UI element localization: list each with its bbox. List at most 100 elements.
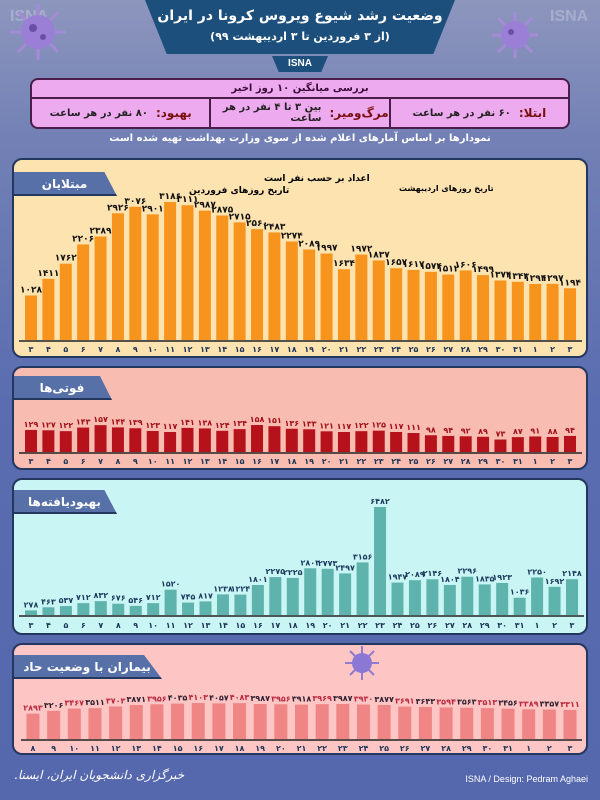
bar	[25, 429, 37, 452]
value-label: ۱۲۲	[58, 421, 73, 430]
value-label: ۳۹۸۷	[333, 694, 353, 703]
bar	[426, 579, 439, 615]
value-label: ۲۰۸۹	[298, 240, 320, 250]
x-tick-label: ۳۰	[497, 621, 507, 630]
x-tick-label: ۲۶	[428, 621, 438, 630]
bar	[164, 202, 177, 340]
bar	[181, 205, 194, 340]
value-label: ۳۳۵۷	[540, 700, 560, 709]
value-label: ۳۵۱۳	[478, 698, 498, 707]
bar	[304, 568, 317, 615]
x-tick-label: ۲	[550, 345, 555, 354]
value-label: ۱۴۱۱	[37, 269, 59, 279]
bar	[443, 584, 456, 615]
value-label: ۳۶۹۱	[395, 697, 415, 706]
bar	[147, 603, 160, 615]
bar	[390, 268, 403, 340]
bar	[42, 607, 55, 615]
x-tick-label: ۲۵	[379, 744, 389, 753]
bar	[339, 573, 352, 615]
bar	[111, 427, 124, 452]
value-label: ۲۴۸۳	[263, 222, 285, 232]
x-tick-label: ۲۸	[461, 457, 471, 466]
value-label: ۴۰۵۷	[209, 693, 229, 702]
x-tick-label: ۳	[29, 621, 34, 630]
x-tick-label: ۲۰	[322, 457, 332, 466]
x-tick-label: ۳۰	[483, 744, 493, 753]
value-label: ۴۰۸۳	[230, 693, 250, 702]
value-label: ۱۵۸	[250, 415, 265, 424]
value-label: ۱۵۲۰	[161, 580, 181, 589]
page-header: وضعیت رشد شیوع ویروس کرونا در ایران (از …	[145, 0, 455, 54]
bar	[477, 436, 490, 452]
bar	[460, 707, 474, 739]
bar	[216, 594, 229, 615]
bar	[407, 433, 420, 452]
infected-chart-title: مبتلایان	[14, 172, 117, 196]
bar	[212, 703, 226, 739]
value-label: ۲۲۲۵	[283, 568, 303, 577]
value-label: ۳۲۰۶	[44, 701, 64, 710]
value-label: ۱۱۱	[406, 423, 421, 432]
x-tick-label: ۶	[81, 621, 86, 630]
x-tick-label: ۹	[51, 744, 56, 753]
x-tick-label: ۲	[552, 621, 557, 630]
bar	[216, 430, 229, 452]
summary-value: بین ۳ تا ۴ نفر در هر ساعت	[222, 102, 322, 124]
value-label: ۱۳۹	[128, 418, 143, 427]
virus-icon	[492, 12, 538, 58]
bar	[511, 437, 524, 452]
x-tick-label: ۲۸	[462, 621, 472, 630]
x-tick-label: ۳۰	[496, 457, 506, 466]
value-label: ۱۴۹۹	[472, 265, 494, 275]
value-label: ۱۲۱	[319, 421, 334, 430]
value-label: ۱۸۳۷	[368, 250, 390, 260]
value-label: ۹۴	[443, 426, 453, 435]
bar	[47, 710, 61, 739]
x-tick-label: ۲۳	[374, 345, 384, 354]
bar	[336, 704, 350, 739]
bar	[478, 584, 491, 615]
value-label: ۱۳۷۴	[489, 270, 511, 280]
x-tick-label: ۷	[98, 345, 103, 354]
bar	[295, 704, 308, 739]
value-label: ۲۲۷۵	[266, 567, 286, 576]
value-label: ۱۹۴۷	[388, 573, 408, 582]
value-label: ۱۲۹۷	[542, 274, 564, 284]
x-tick-label: ۲۲	[358, 621, 368, 630]
value-label: ۲۲۹۶	[458, 567, 478, 576]
x-tick-label: ۱۵	[236, 621, 246, 630]
x-tick-label: ۱۷	[270, 457, 280, 466]
x-tick-label: ۱	[535, 621, 540, 630]
bar	[25, 295, 37, 340]
bar	[269, 577, 282, 615]
bar	[191, 703, 205, 739]
x-tick-label: ۲۴	[391, 345, 401, 354]
bar	[529, 436, 542, 452]
value-label: ۱۲۲	[354, 421, 369, 430]
bar	[274, 704, 288, 739]
value-label: ۱۵۱	[267, 416, 282, 425]
agency-logo: خبرگزاری دانشجویان ایران، ایسنا.	[14, 768, 185, 782]
value-label: ۳۴۵۶	[498, 699, 518, 708]
value-label: ۲۱۴۶	[423, 569, 443, 578]
bar	[233, 429, 246, 452]
x-tick-label: ۱	[533, 345, 538, 354]
x-tick-label: ۳	[570, 621, 575, 630]
bar	[407, 269, 420, 340]
x-tick-label: ۱۰	[148, 621, 158, 630]
summary-infected: ابتلا: ۶۰ نفر در هر ساعت	[388, 99, 568, 127]
recovered-chart-panel: ۲۷۸ ۳ ۴۶۳ ۴ ۵۳۷ ۵ ۷۱۲ ۶ ۸۳۲ ۷ ۶۷۶ ۸ ۵۴۶ ۹ ۷۱۲ ۱۰ ۱۵۲۰ ۱۱ ۷…	[12, 478, 588, 635]
x-tick-label: ۳	[568, 744, 573, 753]
x-tick-label: ۲۹	[478, 457, 488, 466]
x-tick-label: ۲۱	[339, 345, 349, 354]
bar	[112, 603, 125, 615]
bar	[303, 249, 316, 340]
value-label: ۲۴۹۷	[335, 563, 355, 572]
x-tick-label: ۶	[81, 345, 86, 354]
bar	[501, 708, 515, 739]
value-label: ۱۴۳	[76, 418, 91, 427]
value-label: ۱۲۷	[41, 420, 56, 429]
value-label: ۲۷۱۵	[229, 212, 251, 222]
x-tick-label: ۱۲	[183, 457, 193, 466]
